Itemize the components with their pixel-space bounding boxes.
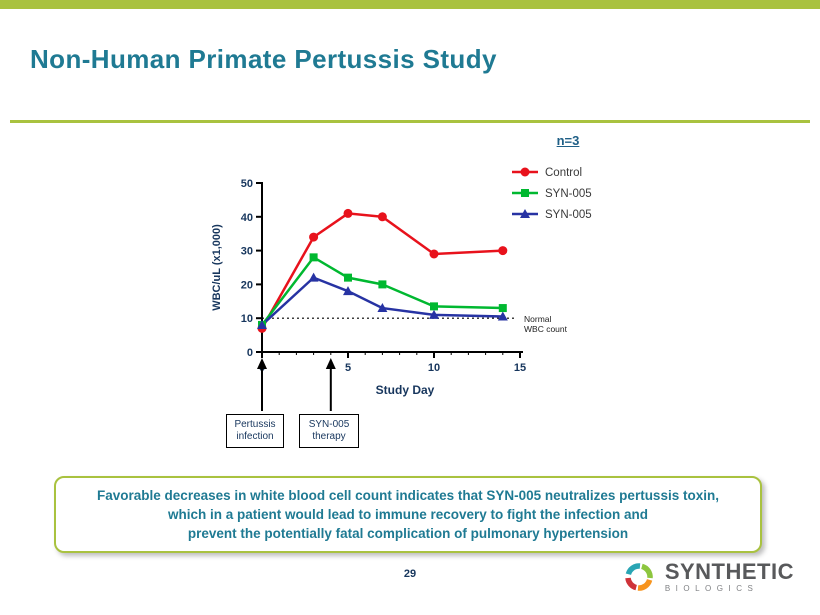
company-logo: SYNTHETIC BIOLOGICS (622, 560, 794, 594)
svg-text:SYN-005: SYN-005 (545, 188, 592, 200)
svg-text:15: 15 (514, 362, 526, 374)
svg-text:40: 40 (241, 212, 253, 224)
svg-text:WBC/uL (x1,000): WBC/uL (x1,000) (211, 224, 223, 311)
slide-title: Non-Human Primate Pertussis Study (30, 44, 497, 74)
logo-text: SYNTHETIC BIOLOGICS (664, 559, 794, 594)
logo-wordmark: SYNTHETIC (664, 559, 794, 584)
logo-subtext: BIOLOGICS (664, 584, 759, 593)
svg-text:5: 5 (345, 362, 351, 374)
logo-icon (625, 563, 653, 591)
annotation-pertussis-infection: Pertussis infection (226, 414, 284, 448)
svg-text:0: 0 (247, 347, 253, 359)
svg-text:30: 30 (241, 246, 253, 258)
callout-line-2: which in a patient would lead to immune … (167, 507, 649, 522)
summary-callout: Favorable decreases in white blood cell … (54, 476, 762, 553)
svg-text:50: 50 (241, 178, 253, 190)
title-divider (10, 120, 810, 123)
svg-text:10: 10 (241, 313, 253, 325)
callout-line-1: Favorable decreases in white blood cell … (97, 488, 719, 503)
svg-text:Study Day: Study Day (376, 383, 435, 397)
callout-line-3: prevent the potentially fatal complicati… (187, 526, 629, 541)
svg-text:20: 20 (241, 279, 253, 291)
top-accent-bar (0, 0, 820, 9)
svg-text:10: 10 (428, 362, 440, 374)
annotation-syn005-therapy: SYN-005 therapy (299, 414, 359, 448)
svg-text:Control: Control (545, 167, 582, 179)
page-number: 29 (403, 568, 417, 580)
svg-text:SYN-005: SYN-005 (545, 209, 592, 221)
sample-size-note: n=3 (556, 133, 580, 148)
svg-text:WBC count: WBC count (524, 324, 568, 334)
svg-text:Normal: Normal (524, 314, 552, 324)
